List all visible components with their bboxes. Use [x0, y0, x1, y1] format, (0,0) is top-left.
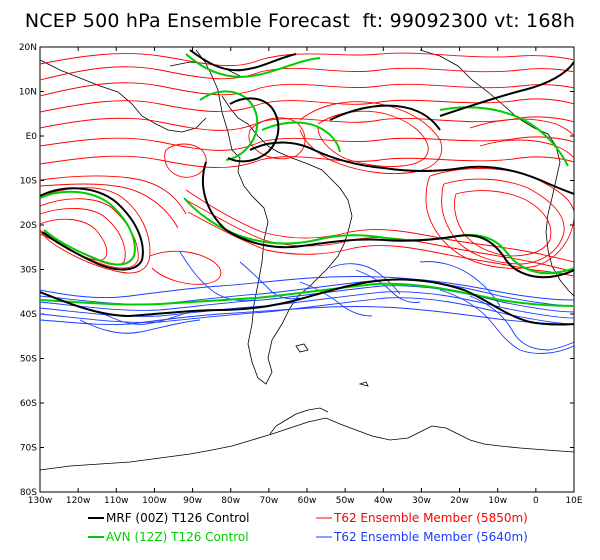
longitude-axis: 130w 120w 110w 100w 90w 80w 70w 60w 50w 40w 30w 20w… [28, 47, 583, 506]
latitude-label: 50S [20, 355, 37, 365]
ens-5640-line [79, 319, 201, 334]
longitude-label: 0 [533, 496, 539, 506]
avn-subtropical-ridge [183, 197, 574, 275]
ens-5850-line [40, 187, 151, 274]
coast-antarctic-peninsula [269, 407, 329, 435]
longitude-label: 10E [565, 496, 582, 506]
latitude-label: 60S [20, 399, 37, 409]
ens-5850-line [40, 98, 574, 113]
longitude-label: 30w [412, 496, 431, 506]
legend-label-ens5850: T62 Ensemble Member (5850m) [333, 511, 528, 525]
ens-5640-line [355, 269, 421, 303]
longitude-label: 40w [374, 496, 393, 506]
coast-antarctica [40, 417, 574, 471]
latitude-label: 20S [20, 221, 37, 231]
longitude-label: 130w [28, 496, 53, 506]
latitude-label: 80S [20, 488, 37, 498]
latitude-axis: 20N 10N E0 10S 20S 30S 40S 50S 60S 70S 80S [19, 43, 574, 498]
ens-5850-line [453, 190, 552, 257]
ens-5850-line [164, 143, 207, 178]
ens-5850-line [441, 178, 565, 265]
ens-5850-line [299, 101, 443, 174]
ens-5850-line [40, 52, 574, 67]
latitude-label: 40S [20, 310, 37, 320]
legend: MRF (00Z) T126 Control AVN (12Z) T126 Co… [88, 511, 528, 544]
legend-label-mrf: MRF (00Z) T126 Control [106, 511, 250, 525]
ens-5640-line [469, 295, 574, 351]
latitude-label: E0 [26, 132, 38, 142]
coast-africa [419, 49, 574, 297]
ens-5640-line [329, 263, 401, 295]
ens-5640-line [99, 311, 191, 325]
mrf-5640-trough [40, 278, 574, 326]
ens-5640-line [299, 281, 373, 317]
mrf-tropical-2 [249, 141, 574, 195]
ens-5850-line [149, 250, 222, 285]
ensemble-5640m-contours [40, 251, 574, 354]
longitude-label: 90w [183, 496, 202, 506]
legend-label-ens5640: T62 Ensemble Member (5640m) [333, 530, 528, 544]
mrf-northeast [439, 61, 574, 117]
ens-5850-line [479, 139, 574, 159]
latitude-label: 70S [20, 444, 37, 454]
mrf-subtropical-ridge [201, 161, 574, 279]
longitude-label: 60w [298, 496, 317, 506]
map-title: NCEP 500 hPa Ensemble Forecast ft: 99092… [24, 10, 576, 32]
ens-5850-line [40, 183, 179, 229]
ens-5850-line [187, 211, 574, 277]
longitude-label: 10w [488, 496, 507, 506]
latitude-label: 30S [20, 266, 37, 276]
latitude-label: 10S [20, 177, 37, 187]
longitude-label: 20w [450, 496, 469, 506]
mrf-tropical [227, 97, 280, 163]
ens-5640-line [40, 291, 574, 319]
coast-south-georgia [358, 381, 369, 387]
coast-falklands [295, 343, 309, 353]
longitude-label: 120w [66, 496, 91, 506]
ens-5640-line [40, 306, 574, 325]
latitude-label: 10N [19, 88, 37, 98]
ens-5850-line [40, 175, 187, 215]
ens-5850-line [317, 110, 429, 167]
ens-5640-line [239, 261, 301, 300]
ens-5850-line [40, 155, 574, 169]
ens-5640-line [40, 297, 574, 325]
coast-central-america [40, 59, 207, 133]
ens-5640-line [419, 261, 501, 307]
ens-5850-line [40, 218, 108, 261]
longitude-label: 50w [336, 496, 355, 506]
avn-north [185, 53, 321, 78]
latitude-label: 20N [19, 43, 37, 53]
longitude-label: 110w [104, 496, 129, 506]
longitude-label: 80w [221, 496, 240, 506]
mrf-africa-north [329, 104, 441, 131]
avn-5640-trough [40, 282, 574, 307]
ens-5850-line [469, 118, 574, 137]
longitude-label: 100w [142, 496, 167, 506]
ens-5850-line [40, 66, 574, 81]
ens-5640-line [439, 289, 574, 354]
avn-tropical [199, 90, 259, 161]
coast-south-america [195, 49, 353, 385]
ens-5640-line [40, 276, 574, 301]
longitude-label: 70w [259, 496, 278, 506]
ens-5640-line [179, 251, 257, 302]
ensemble-5850m-contours [40, 52, 574, 285]
coastlines [40, 49, 574, 471]
ens-5850-line [40, 136, 574, 151]
avn-pacific-high [40, 190, 136, 266]
ens-5850-line [425, 168, 574, 269]
legend-label-avn: AVN (12Z) T126 Control [106, 530, 249, 544]
mrf-pacific-high [40, 187, 144, 271]
ens-5850-line [185, 189, 574, 263]
mrf-control-contours [40, 49, 574, 326]
ens-5850-line [40, 82, 574, 97]
mrf-north [189, 49, 297, 72]
